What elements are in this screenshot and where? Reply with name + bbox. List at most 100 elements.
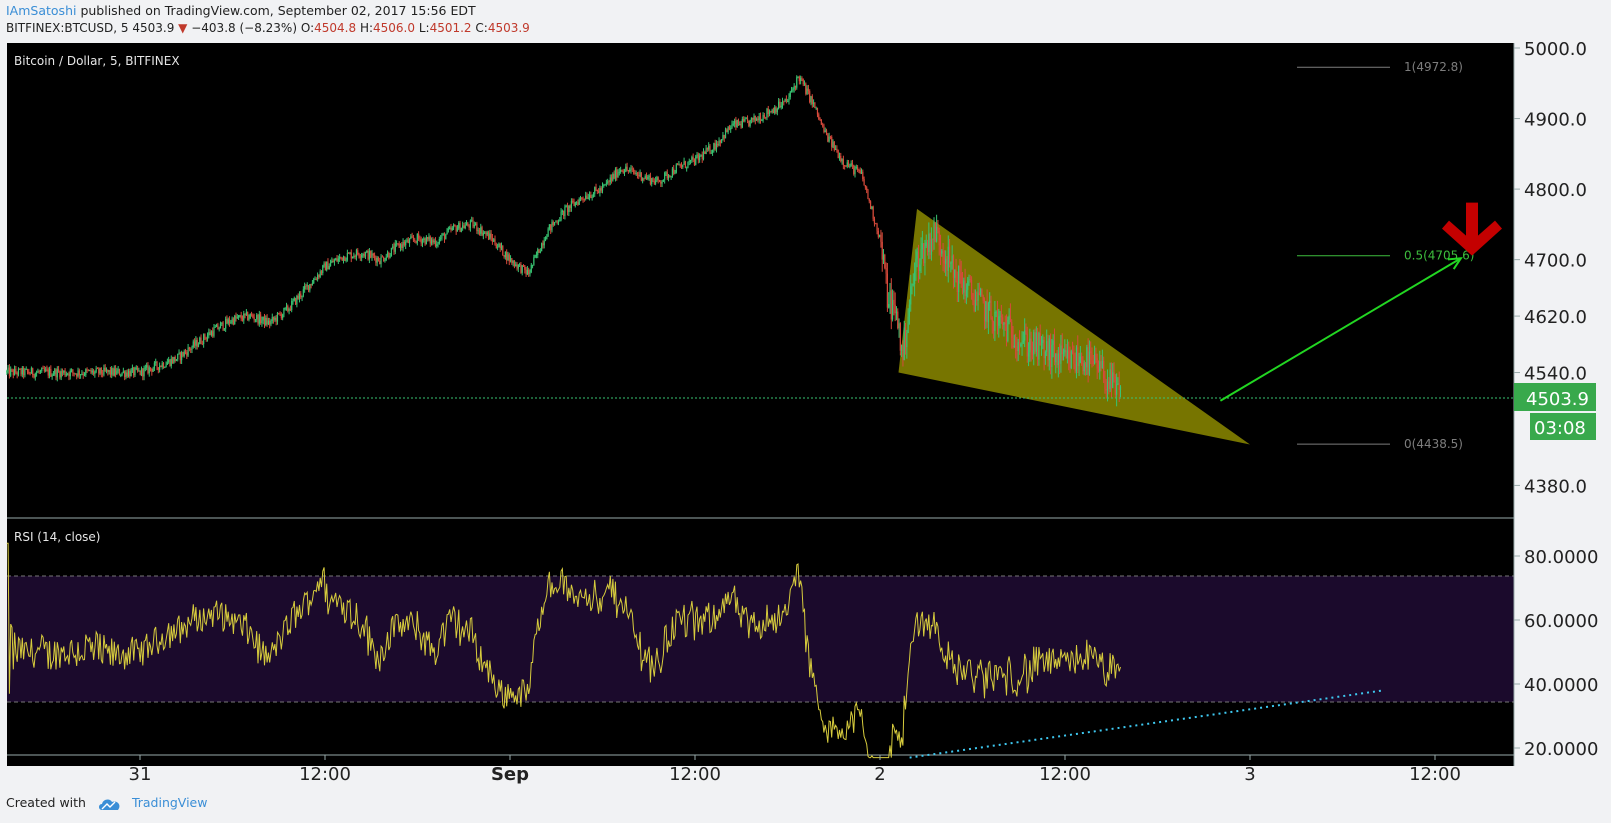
candle-body [250, 314, 253, 316]
candle-body [489, 233, 491, 240]
candle-body [342, 256, 345, 261]
candle-body [11, 369, 13, 371]
candle-body [34, 373, 36, 378]
candle-body [812, 102, 815, 104]
candle-body [1000, 315, 1002, 318]
candle-body [455, 226, 457, 232]
candle-body [785, 98, 787, 102]
candle-body [620, 169, 622, 172]
candle-body [111, 368, 113, 375]
candle-body [474, 223, 477, 225]
candle-body [844, 165, 846, 167]
candle-body [929, 233, 931, 255]
candle-body [78, 370, 80, 376]
candle-body [64, 370, 66, 376]
candle-body [530, 264, 532, 273]
candle-body [1082, 364, 1084, 372]
candle-body [581, 197, 583, 199]
candle-body [257, 315, 259, 324]
candle-body [1095, 353, 1097, 359]
candle-body [699, 155, 701, 161]
candle-body [81, 373, 83, 375]
candle-body [188, 347, 190, 350]
candle-body [521, 265, 523, 273]
rsi-tick-label: 60.0000 [1524, 611, 1598, 632]
candle-body [974, 299, 977, 311]
chart-area[interactable]: 1(4972.8) 0.5(4705.6) 0(4438.5) 5000.0 4900… [0, 42, 1611, 787]
candle-body [361, 255, 363, 258]
candle-body [319, 271, 321, 277]
candle-body [807, 88, 810, 92]
candle-body [291, 300, 293, 311]
candle-body [210, 331, 213, 335]
candle-body [529, 272, 531, 275]
price-tick-label: 4700.0 [1524, 251, 1587, 272]
candle-body [670, 176, 672, 178]
candle-body [661, 181, 663, 184]
fib-label: 0(4438.5) [1404, 437, 1463, 451]
candle-body [675, 164, 677, 173]
candle-body [820, 119, 822, 125]
candle-body [175, 359, 178, 361]
candle-body [1011, 322, 1013, 338]
candle-body [168, 359, 170, 363]
candle-body [262, 316, 264, 321]
candle-body [566, 206, 569, 213]
candle-body [789, 91, 791, 97]
candle-body [472, 220, 474, 227]
candle-body [902, 345, 904, 361]
candle-body [487, 232, 490, 240]
candle-body [982, 296, 984, 301]
candle-body [780, 105, 782, 108]
candle-body [219, 323, 222, 329]
candle-body [1007, 319, 1009, 342]
candle-body [776, 108, 778, 113]
candle-body [1112, 372, 1114, 388]
candle-body [967, 280, 969, 290]
candle-body [771, 109, 773, 113]
candle-body [297, 295, 299, 299]
candle-body [445, 234, 447, 240]
candle-body [29, 373, 31, 375]
candle-body [13, 368, 16, 376]
candle-body [441, 234, 443, 239]
candle-body [324, 263, 326, 271]
candle-body [1110, 369, 1113, 388]
price-tick-label: 4540.0 [1524, 364, 1587, 385]
candle-body [45, 369, 47, 372]
candle-body [737, 120, 740, 125]
candle-body [346, 253, 348, 260]
candle-body [872, 206, 874, 219]
candle-body [643, 178, 645, 180]
candle-body [752, 117, 754, 120]
candle-body [381, 256, 383, 258]
candle-body [946, 258, 948, 271]
author-link[interactable]: IAmSatoshi [6, 3, 77, 18]
candle-body [345, 259, 347, 261]
candle-body [759, 116, 762, 121]
candle-body [793, 86, 795, 90]
candle-body [465, 222, 468, 226]
close-value: 4503.9 [487, 21, 530, 35]
candle-body [999, 315, 1001, 317]
candle-body [513, 261, 516, 267]
candle-body [1052, 340, 1054, 346]
candle-body [235, 315, 237, 319]
candle-body [869, 201, 872, 209]
candle-body [283, 307, 285, 315]
green-arrow-shaft [1219, 257, 1462, 402]
candle-body [950, 262, 952, 264]
candle-body [449, 227, 451, 230]
last-price: 4503.9 [132, 21, 175, 35]
candle-body [550, 224, 552, 231]
candle-body [645, 176, 648, 179]
candle-body [55, 369, 57, 378]
candle-body [740, 124, 742, 128]
candle-body [353, 256, 355, 257]
tradingview-link[interactable]: TradingView [131, 795, 208, 810]
candle-body [243, 313, 245, 321]
candle-body [486, 232, 488, 235]
candle-body [126, 372, 128, 377]
candle-body [732, 123, 734, 125]
candle-body [564, 206, 566, 216]
